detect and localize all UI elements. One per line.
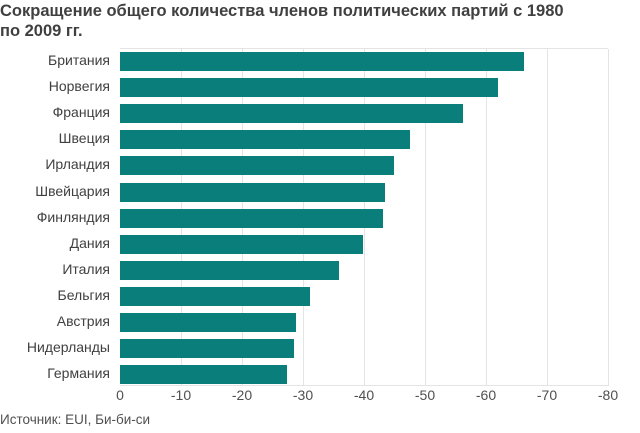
- bar: [120, 104, 463, 124]
- category-label: Италия: [62, 260, 110, 277]
- category-label: Швейцария: [35, 182, 110, 199]
- gridline: [486, 49, 487, 386]
- category-label: Британия: [48, 52, 110, 68]
- category-label: Бельгия: [57, 286, 110, 303]
- chart-title-line-1: Сокращение общего количества членов поли…: [0, 2, 564, 20]
- category-label: Норвегия: [48, 78, 110, 95]
- bar: [120, 313, 297, 332]
- x-tick-label: -40: [353, 387, 375, 403]
- category-label: Германия: [47, 365, 110, 382]
- chart-title: Сокращение общего количества членов поли…: [0, 1, 640, 41]
- category-label: Финляндия: [36, 208, 110, 225]
- category-label: Ирландия: [45, 156, 110, 173]
- bar: [120, 130, 410, 150]
- x-tick-label: -10: [170, 387, 192, 403]
- plot-area: [120, 48, 609, 386]
- bar: [120, 365, 288, 385]
- gridline: [547, 49, 548, 386]
- bar: [120, 208, 383, 228]
- bar: [120, 234, 363, 254]
- x-tick-label: -60: [475, 387, 497, 403]
- bar: [120, 156, 394, 176]
- x-axis-line: [120, 385, 609, 386]
- bar: [120, 286, 310, 306]
- x-tick-label: -50: [414, 387, 436, 403]
- bar: [120, 339, 294, 359]
- x-tick-label: -70: [536, 387, 558, 403]
- bar: [120, 260, 339, 280]
- category-label: Дания: [69, 234, 110, 251]
- x-tick-label: -30: [292, 387, 314, 403]
- x-tick-label: 0: [116, 387, 124, 403]
- x-tick-label: -20: [231, 387, 253, 403]
- bar: [120, 52, 524, 71]
- category-label: Швеция: [58, 130, 110, 147]
- category-label: Австрия: [56, 313, 110, 329]
- category-label: Нидерланды: [26, 339, 110, 356]
- chart-title-line-2: по 2009 гг.: [0, 22, 83, 40]
- category-label: Франция: [52, 104, 110, 121]
- gridline: [425, 49, 426, 386]
- x-tick-label: -80: [597, 387, 619, 403]
- bar: [120, 182, 385, 202]
- bar: [120, 78, 499, 98]
- gridline: [608, 49, 609, 386]
- source-note: Источник: EUI, Би-би-си: [0, 412, 151, 427]
